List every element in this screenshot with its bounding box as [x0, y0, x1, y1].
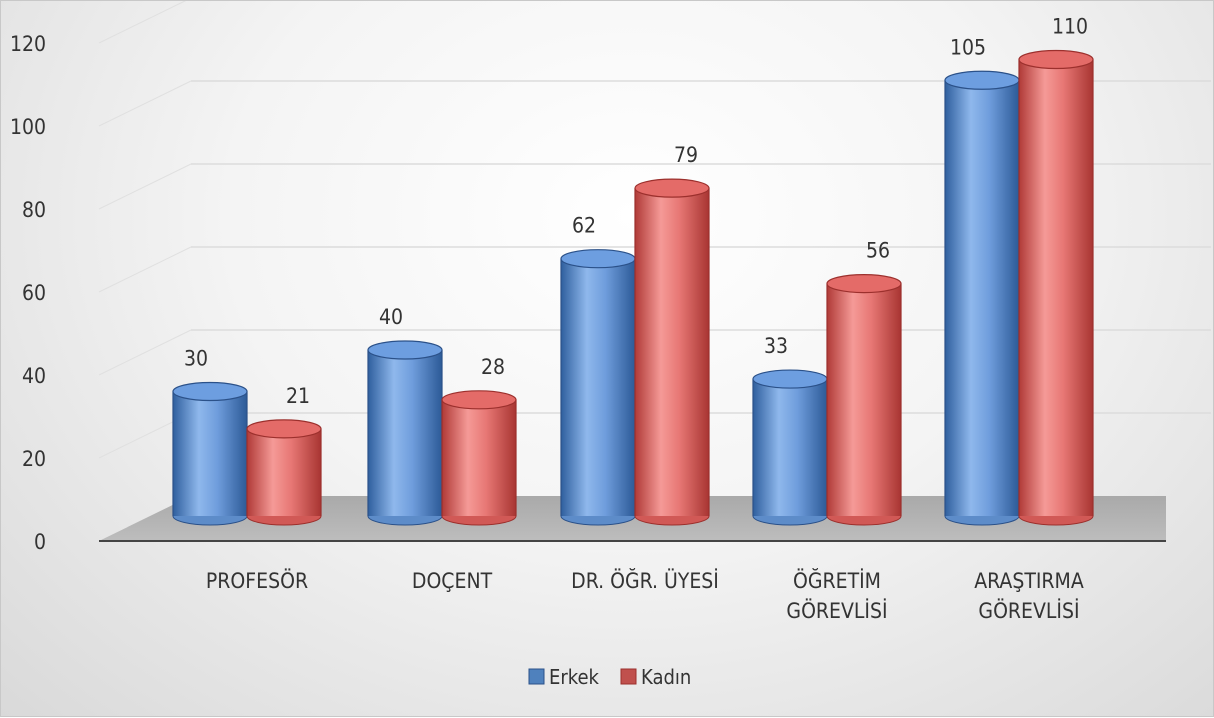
bar-top: [246, 419, 322, 439]
x-category-line: GÖREVLİSİ: [978, 598, 1079, 623]
bar-body: [753, 379, 827, 516]
bar-top: [752, 369, 828, 389]
labels-layer: 30 21 PROFESÖR 40 28 DOÇENT 62 79 DR. ÖĞR. ÜYESİ…: [184, 15, 1088, 624]
legend-label-kadın: Kadın: [641, 665, 691, 689]
legend: Erkek Kadın: [528, 665, 691, 689]
bar-top: [172, 381, 248, 402]
bar-kadın-2: [634, 178, 710, 526]
bar-body: [635, 188, 709, 516]
bar-kadın-3: [826, 274, 902, 526]
y-tick-label: 0: [34, 530, 46, 554]
bar-body: [561, 258, 635, 516]
bar-kadın-4: [1018, 49, 1094, 526]
bar-body: [442, 399, 516, 516]
gridline-side: [98, 1, 187, 44]
data-label-kadın-4: 110: [1052, 15, 1088, 39]
y-tick-label: 100: [10, 115, 46, 139]
x-category-label: PROFESÖR: [206, 568, 308, 593]
bar-top: [367, 340, 443, 360]
x-category-label: DR. ÖĞR. ÜYESİ: [571, 568, 719, 593]
axis-layer: 0 20 40 60 80 100 120: [10, 32, 1166, 554]
bar-body: [173, 391, 247, 516]
bar-body: [247, 428, 321, 516]
x-category-label: DOÇENT: [412, 569, 493, 593]
gridline-side: [98, 246, 192, 293]
bar-kadın-0: [246, 419, 322, 526]
bar-erkek-3: [752, 369, 828, 526]
data-label-kadın-0: 21: [286, 384, 310, 408]
bar-top: [634, 178, 710, 198]
x-category-line: DR. ÖĞR. ÜYESİ: [571, 568, 719, 593]
data-label-erkek-4: 105: [950, 35, 986, 59]
bar-body: [945, 80, 1019, 516]
bar-top: [560, 249, 636, 269]
x-category-line: ÖĞRETİM: [793, 568, 881, 593]
bar-top: [441, 390, 517, 410]
data-label-erkek-3: 33: [764, 334, 788, 358]
y-tick-label: 60: [22, 281, 46, 305]
x-category-label: ARAŞTIRMA GÖREVLİSİ: [974, 569, 1084, 623]
bar-top: [944, 70, 1020, 90]
data-label-kadın-2: 79: [674, 143, 698, 167]
legend-swatch-erkek: [528, 668, 545, 685]
gridline-side: [98, 163, 192, 210]
data-label-kadın-1: 28: [481, 355, 505, 379]
y-tick-label: 120: [10, 32, 46, 56]
gridline-side: [98, 80, 192, 127]
legend-swatch-kadın: [620, 668, 637, 685]
bar-erkek-2: [560, 249, 636, 526]
legend-label-erkek: Erkek: [549, 665, 600, 689]
gridline-side: [98, 329, 192, 376]
y-tick-label: 40: [22, 364, 46, 388]
y-tick-label: 80: [22, 198, 46, 222]
x-category-line: DOÇENT: [412, 569, 493, 593]
data-label-erkek-0: 30: [184, 347, 208, 371]
bar-erkek-0: [172, 381, 248, 526]
bar-erkek-4: [944, 70, 1020, 526]
bar-kadın-1: [441, 390, 517, 526]
x-category-label: ÖĞRETİM GÖREVLİSİ: [786, 568, 887, 623]
bar-body: [368, 350, 442, 516]
bar-top: [826, 274, 902, 294]
y-tick-label: 20: [22, 447, 46, 471]
data-label-erkek-1: 40: [379, 305, 403, 329]
bar-top: [1018, 49, 1094, 70]
bar-body: [1019, 59, 1093, 516]
x-category-line: GÖREVLİSİ: [786, 598, 887, 623]
bar-body: [827, 283, 901, 516]
data-label-erkek-2: 62: [572, 214, 596, 238]
bar-erkek-1: [367, 340, 443, 526]
data-label-kadın-3: 56: [866, 239, 890, 263]
x-category-line: ARAŞTIRMA: [974, 569, 1084, 593]
x-category-line: PROFESÖR: [206, 568, 308, 593]
bars-layer: [172, 49, 1094, 526]
